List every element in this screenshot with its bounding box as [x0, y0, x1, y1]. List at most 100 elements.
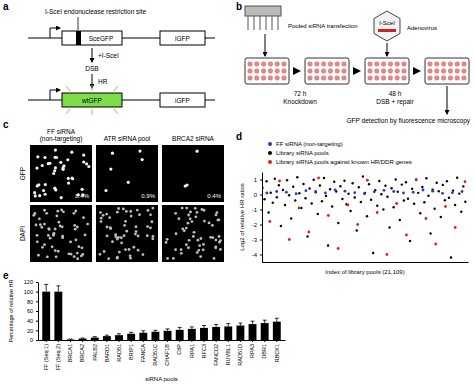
error-line	[264, 320, 265, 323]
well	[455, 62, 460, 67]
point	[417, 192, 419, 194]
cell	[59, 225, 62, 228]
cell	[82, 160, 85, 163]
point	[399, 219, 401, 221]
tick: 80	[27, 299, 38, 305]
tick-mark	[191, 340, 192, 342]
tick: RBCK1	[274, 340, 280, 362]
cell	[55, 156, 58, 159]
tick-label: FF (Seq 1)	[43, 344, 49, 370]
tick: CHAF1B	[164, 340, 170, 366]
point	[366, 215, 368, 217]
point	[366, 179, 369, 182]
cell	[196, 239, 199, 242]
point	[275, 190, 278, 193]
point	[362, 175, 364, 177]
tick-label: BRCA1	[67, 344, 73, 362]
point	[448, 197, 450, 199]
row-label: GFP	[19, 167, 26, 180]
tick: 60	[27, 308, 38, 314]
point	[376, 205, 378, 207]
cell	[146, 225, 149, 228]
well	[368, 76, 373, 81]
error-bar	[68, 339, 72, 340]
point	[461, 190, 464, 193]
cell	[116, 256, 119, 259]
well	[435, 76, 440, 81]
error-bar	[214, 325, 218, 327]
point	[323, 177, 325, 179]
cell	[54, 148, 57, 151]
cell	[174, 248, 177, 251]
cell	[122, 207, 125, 210]
cell	[33, 191, 36, 194]
glow	[66, 109, 70, 114]
point	[384, 185, 386, 187]
cell	[35, 167, 38, 170]
tick: -1	[252, 207, 262, 213]
cell	[185, 207, 188, 210]
cell	[129, 254, 132, 257]
well	[381, 76, 386, 81]
error-bar	[105, 335, 109, 337]
point	[442, 184, 444, 186]
gene-label: iGFP	[175, 97, 190, 104]
cell	[201, 208, 204, 211]
figure: abcdeI-SceI endonuclease restriction sit…	[0, 0, 474, 385]
well	[368, 69, 373, 74]
legend-entry: Library siRNA pools	[276, 150, 329, 156]
error-cap	[44, 284, 48, 285]
well	[335, 62, 340, 67]
cell	[185, 183, 188, 186]
well	[435, 69, 440, 74]
cell	[74, 228, 77, 231]
bar	[67, 339, 75, 340]
tick: BARD1	[104, 340, 110, 362]
cell	[198, 244, 201, 247]
gene-insert	[378, 29, 396, 32]
cell	[185, 227, 188, 230]
cell	[82, 153, 85, 156]
point	[363, 192, 366, 195]
well	[462, 69, 467, 74]
point	[262, 187, 264, 189]
cell	[111, 152, 114, 155]
cell	[218, 241, 221, 244]
cell	[116, 257, 119, 260]
error-line	[58, 286, 59, 292]
point	[383, 189, 386, 192]
cell	[216, 219, 219, 222]
tick: BRCA2	[79, 340, 85, 362]
cell	[214, 246, 217, 249]
bar	[127, 334, 135, 340]
point	[337, 222, 339, 224]
error-bar	[202, 326, 206, 328]
cell	[47, 162, 50, 165]
point	[441, 192, 444, 195]
cell	[41, 246, 44, 249]
tick-label: RBCK1	[274, 344, 280, 362]
cell	[123, 234, 126, 237]
cell	[108, 216, 111, 219]
cell	[117, 236, 120, 239]
panel-letter: c	[3, 119, 9, 130]
well	[428, 76, 433, 81]
point	[409, 240, 411, 242]
well	[321, 69, 326, 74]
cell	[124, 220, 127, 223]
point	[274, 178, 276, 180]
bar	[249, 324, 257, 340]
tick: RAD51C	[152, 340, 158, 366]
well	[282, 62, 287, 67]
cell	[56, 210, 59, 213]
bars	[42, 284, 281, 340]
tick-mark	[36, 321, 38, 322]
well	[395, 62, 400, 67]
well	[261, 69, 266, 74]
error-line	[252, 321, 253, 324]
cell	[111, 240, 114, 243]
cell	[213, 257, 216, 260]
tick-mark	[260, 225, 262, 226]
cell	[86, 223, 89, 226]
cell	[57, 221, 60, 224]
